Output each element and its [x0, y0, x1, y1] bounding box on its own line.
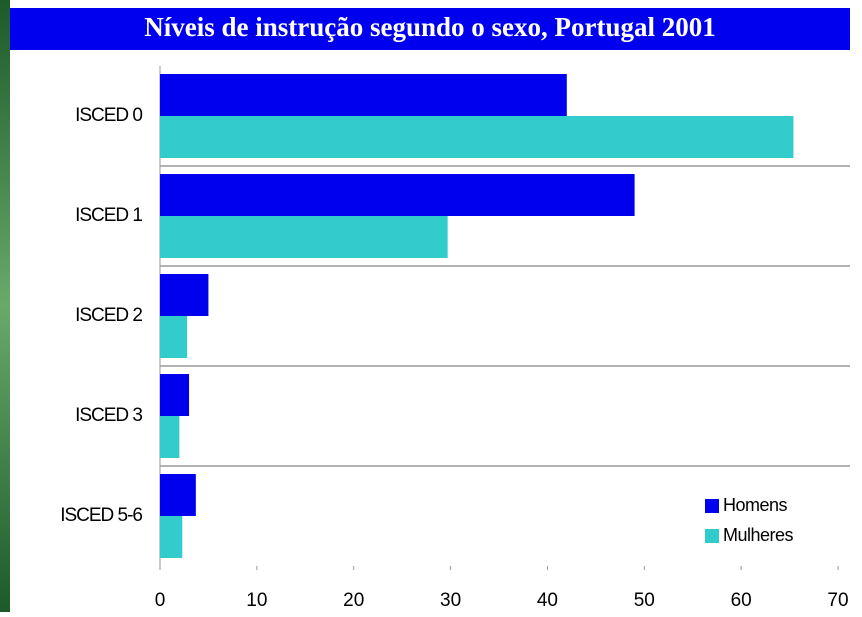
x-tick-label: 70: [827, 590, 848, 611]
y-tick-label: ISCED 1: [75, 205, 142, 226]
bar: [160, 116, 794, 158]
legend-label: Mulheres: [723, 525, 794, 545]
x-tick-label: 50: [634, 590, 655, 611]
bar: [160, 274, 209, 316]
legend-swatch: [705, 499, 719, 513]
x-tick-label: 20: [343, 590, 364, 611]
y-tick-label: ISCED 5-6: [60, 505, 142, 526]
y-tick-label: ISCED 3: [75, 405, 142, 426]
x-tick-label: 30: [440, 590, 461, 611]
bar: [160, 516, 183, 558]
bar: [160, 416, 180, 458]
x-tick-label: 0: [155, 590, 166, 611]
chart-title: Níveis de instrução segundo o sexo, Port…: [144, 12, 716, 42]
bar: [160, 74, 567, 116]
x-tick-label: 10: [246, 590, 267, 611]
legend-label: Homens: [723, 495, 788, 515]
x-tick-label: 40: [537, 590, 558, 611]
bar: [160, 374, 190, 416]
y-tick-label: ISCED 0: [75, 105, 142, 126]
bar: [160, 174, 635, 216]
y-tick-label: ISCED 2: [75, 305, 142, 326]
title-bar: [10, 8, 850, 50]
bar: [160, 216, 448, 258]
legend-swatch: [705, 529, 719, 543]
x-tick-label: 60: [731, 590, 752, 611]
bar: [160, 474, 196, 516]
bar: [160, 316, 188, 358]
